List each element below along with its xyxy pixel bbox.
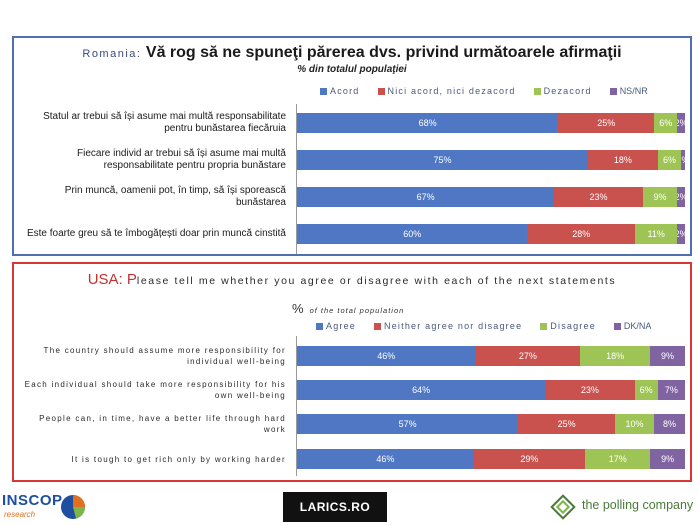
bar-segment-disagree: 10% [615,414,654,434]
bar-segment-dkna: 2% [677,187,685,207]
romania-legend: Acord Nici acord, nici dezacord Dezacord… [320,86,648,96]
romania-bar-row: 60%28%11%2% [297,224,685,244]
legend-swatch [533,87,541,95]
romania-bar-row: 68%25%6%2% [297,113,685,133]
bar-segment-neutral: 18% [588,150,658,170]
legend-swatch [374,322,382,330]
legend-swatch [377,87,385,95]
bar-segment-dkna: 9% [650,346,685,366]
usa-bar-row: 46% 29% 17% 9% [297,449,685,469]
legend-item-dkna: DK/NA [613,321,652,331]
legend-swatch [613,322,621,330]
polling-company-logo: the polling company [548,490,698,524]
romania-chart-title: Romania: Vă rog să ne spuneţi părerea dv… [14,44,690,62]
legend-label: Dezacord [543,86,592,96]
legend-label: DK/NA [623,321,652,331]
usa-chart-panel: USA: Please tell me whether you agree or… [12,262,692,482]
usa-subtitle-text: of the total population [309,306,405,315]
romania-chart-panel: Romania: Vă rog să ne spuneţi părerea dv… [12,36,692,256]
bar-segment-disagree: 6% [657,150,682,170]
bar-segment-disagree: 6% [654,113,678,133]
bar-segment-disagree: 11% [635,224,678,244]
romania-bar-row: 75%18%6%1% [297,150,685,170]
usa-legend: Agree Neither agree nor disagree Disagre… [316,321,651,331]
usa-row-label: It is tough to get rich only by working … [71,454,286,464]
bar-segment-disagree: 9% [642,187,678,207]
legend-label: Acord [330,86,360,96]
legend-item-acord: Acord [320,86,360,96]
bar-segment-neutral: 23% [554,187,643,207]
usa-title-main: lease tell me whether you agree or disag… [136,275,617,287]
legend-item-nsnr: NS/NR [609,86,648,96]
legend-item-disagree: Disagree [540,321,596,331]
polling-logo-text: the polling company [582,498,694,512]
bar-segment-agree: 46% [297,346,476,366]
legend-label: Disagree [550,321,596,331]
bar-segment-agree: 64% [297,380,546,400]
legend-item-agree: Agree [316,321,356,331]
bar-segment-neutral: 28% [527,224,636,244]
romania-row-label: Este foarte greu să te îmbogățești doar … [26,228,286,239]
bar-segment-dkna: 8% [653,414,685,434]
bar-segment-dkna: 2% [677,224,685,244]
bar-segment-agree: 75% [297,150,588,170]
inscop-logo: INSCOP research [0,490,90,525]
romania-row-label: Statul ar trebui să își asume mai multă … [43,111,286,134]
usa-title-prefix: USA: P [87,271,137,288]
bar-segment-neutral: 23% [545,380,635,400]
legend-swatch [609,87,617,95]
romania-row-label: Prin muncă, oamenii pot, în timp, să își… [64,185,286,208]
usa-bar-row: 46% 27% 18% 9% [297,346,685,366]
usa-chart-subtitle: % of the total population [292,301,404,316]
bar-segment-agree: 68% [297,113,559,133]
bar-segment-agree: 46% [297,449,474,469]
inscop-logo-subtext: research [4,510,36,519]
bar-segment-agree: 60% [297,224,528,244]
bar-segment-neutral: 25% [558,113,655,133]
romania-category-axis [296,104,297,254]
bar-segment-neutral: 27% [475,346,581,366]
legend-item-neutru: Nici acord, nici dezacord [377,86,516,96]
usa-bar-row: 64% 23% 6% 7% [297,380,685,400]
bar-segment-agree: 67% [297,187,555,207]
romania-title-prefix: Romania: [82,48,142,60]
inscop-logo-text: INSCOP [2,492,63,509]
bar-segment-dkna: 1% [681,150,685,170]
bar-segment-disagree: 18% [580,346,651,366]
bar-segment-dkna: 2% [677,113,685,133]
romania-row-label: Fiecare individ ar trebui să își asume m… [77,148,286,171]
legend-label: Nici acord, nici dezacord [387,86,516,96]
romania-bar-row: 67%23%9%2% [297,187,685,207]
bar-segment-disagree: 17% [585,449,651,469]
usa-category-axis [296,336,297,476]
romania-chart-subtitle: % din totalul populaţiei [297,64,407,75]
bar-segment-neutral: 29% [473,449,586,469]
usa-row-label: The country should assume more responsib… [43,346,286,366]
legend-swatch [540,322,548,330]
usa-row-label: Each individual should take more respons… [24,380,286,400]
bar-segment-disagree: 6% [634,380,658,400]
legend-item-neither: Neither agree nor disagree [374,321,522,331]
legend-item-dezacord: Dezacord [533,86,592,96]
legend-label: Neither agree nor disagree [384,321,523,331]
larics-logo: LARICS.RO [283,492,387,522]
legend-swatch [320,87,327,95]
bar-segment-neutral: 25% [518,414,616,434]
usa-bar-row: 57% 25% 10% 8% [297,414,685,434]
legend-label: NS/NR [619,86,648,96]
bar-segment-dkna: 9% [650,449,685,469]
usa-chart-title: USA: Please tell me whether you agree or… [74,270,630,291]
pie-logo-icon [61,495,85,519]
legend-swatch [316,322,323,330]
polling-diamond-icon [550,494,576,520]
legend-label: Agree [326,321,357,331]
usa-row-label: People can, in time, have a better life … [39,414,286,434]
romania-title-main: Vă rog să ne spuneţi părerea dvs. privin… [145,44,622,61]
bar-segment-dkna: 7% [657,380,685,400]
usa-subtitle-pct: % [292,301,304,316]
bar-segment-agree: 57% [297,414,519,434]
